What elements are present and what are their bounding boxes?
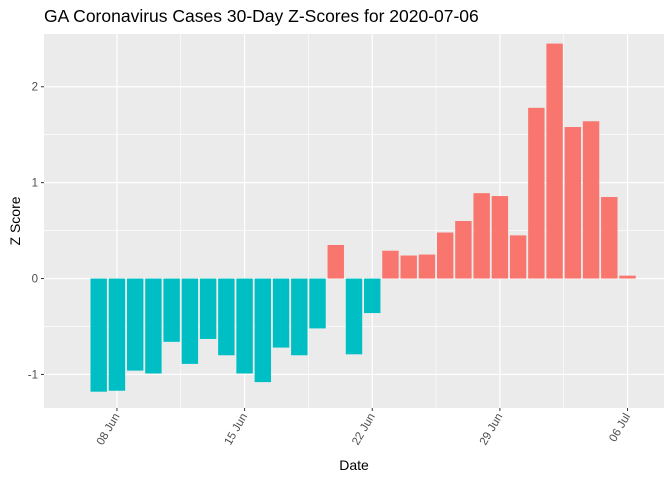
bar-2020-06-11 (163, 278, 180, 342)
x-tick-label: 15 Jun (223, 412, 251, 448)
chart-title: GA Coronavirus Cases 30-Day Z-Scores for… (44, 6, 479, 26)
bar-2020-06-29 (491, 196, 509, 279)
bar-2020-06-08 (108, 278, 126, 391)
bar-2020-06-09 (126, 278, 144, 371)
bar-2020-06-18 (291, 278, 308, 356)
bar-2020-07-01 (528, 107, 545, 279)
bar-2020-06-16 (254, 278, 272, 383)
bar-2020-06-10 (145, 278, 162, 374)
bar-2020-07-05 (601, 197, 618, 279)
bar-2020-06-20 (327, 244, 344, 279)
bar-2020-07-03 (564, 127, 582, 279)
x-tick-label: 29 Jun (478, 411, 506, 447)
x-tick-label: 08 Jun (95, 412, 123, 448)
y-tick-label: 0 (32, 274, 38, 286)
y-tick-label: -1 (28, 369, 38, 381)
bar-2020-06-26 (436, 232, 454, 279)
bar-2020-06-21 (345, 278, 363, 355)
bars (90, 43, 636, 392)
bar-2020-07-06 (619, 275, 636, 279)
bar-2020-06-07 (90, 278, 107, 392)
x-axis-title: Date (339, 457, 369, 473)
bar-2020-06-12 (181, 278, 199, 364)
x-axis-ticks: 08 Jun 15 Jun 22 Jun 29 Jun 06 Jul (95, 408, 633, 447)
y-axis-title: Z Score (7, 196, 23, 245)
bar-2020-07-04 (582, 121, 600, 279)
bar-2020-06-15 (236, 278, 253, 374)
bar-2020-06-30 (509, 235, 527, 279)
bar-2020-06-17 (272, 278, 290, 348)
bar-2020-06-25 (418, 254, 436, 279)
bar-2020-06-14 (218, 278, 235, 356)
y-axis-ticks: -1 0 1 2 (28, 82, 44, 381)
bar-2020-07-02 (546, 43, 563, 279)
bar-2020-06-27 (455, 221, 472, 279)
bar-2020-06-28 (473, 193, 490, 279)
bar-2020-06-19 (309, 278, 326, 329)
bar-2020-06-24 (400, 255, 417, 279)
x-tick-label: 22 Jun (350, 412, 378, 448)
bar-2020-06-13 (199, 278, 217, 339)
bar-2020-06-22 (364, 278, 381, 314)
y-tick-label: 1 (32, 178, 38, 190)
y-tick-label: 2 (32, 82, 38, 94)
x-tick-label: 06 Jul (607, 412, 633, 445)
bar-2020-06-23 (382, 250, 399, 279)
